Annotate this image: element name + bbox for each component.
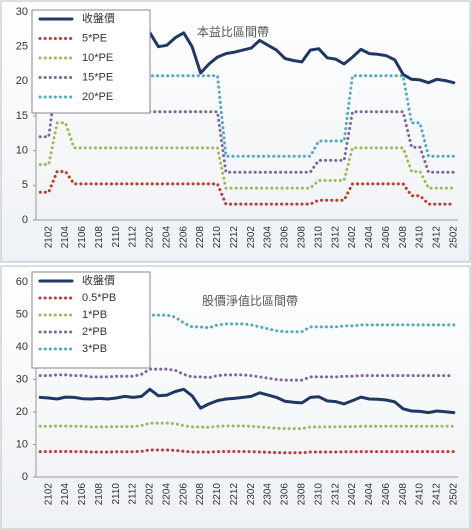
legend-label: 收盤價 xyxy=(82,11,115,25)
chart-title: 本益比區間帶 xyxy=(197,25,269,39)
x-tick-label: 2112 xyxy=(128,483,139,505)
legend-box xyxy=(31,9,151,114)
x-tick-label: 2202 xyxy=(145,483,156,506)
legend-label: 5*PE xyxy=(82,32,107,44)
x-tick-label: 2404 xyxy=(364,483,375,506)
x-tick-label: 2412 xyxy=(432,483,443,506)
x-tick-label: 2208 xyxy=(195,483,206,506)
legend-label: 10*PE xyxy=(82,52,113,64)
x-tick-label: 2106 xyxy=(77,483,88,506)
x-tick-label: 2306 xyxy=(280,226,291,249)
legend-label: 1*PB xyxy=(82,309,107,321)
legend-label: 20*PE xyxy=(82,91,113,103)
x-tick-label: 2204 xyxy=(161,226,172,249)
x-tick-label: 2212 xyxy=(229,483,240,506)
series-line xyxy=(38,313,456,334)
x-tick-label: 2208 xyxy=(195,226,206,249)
x-tick-label: 2210 xyxy=(212,226,223,249)
x-tick-label: 2102 xyxy=(43,226,54,249)
legend-label: 收盤價 xyxy=(82,273,115,287)
x-tick-label: 2304 xyxy=(263,226,274,249)
x-tick-label: 2306 xyxy=(280,483,291,506)
x-tick-label: 2108 xyxy=(94,483,105,506)
x-tick-label: 2110 xyxy=(111,226,122,248)
x-tick-label: 2502 xyxy=(448,226,459,249)
x-tick-label: 2106 xyxy=(77,226,88,249)
x-tick-label: 2304 xyxy=(263,483,274,506)
y-tick-label: 25 xyxy=(16,41,28,53)
x-tick-label: 2112 xyxy=(128,226,139,248)
y-tick-label: 0 xyxy=(22,214,28,226)
x-tick-label: 2312 xyxy=(330,483,341,506)
x-tick-label: 2310 xyxy=(313,483,324,506)
x-tick-label: 2408 xyxy=(398,226,409,249)
x-tick-label: 2204 xyxy=(161,483,172,506)
x-tick-label: 2402 xyxy=(347,226,358,249)
x-tick-label: 2308 xyxy=(297,226,308,249)
x-tick-label: 2402 xyxy=(347,483,358,506)
y-tick-label: 5 xyxy=(22,179,28,191)
x-tick-label: 2102 xyxy=(43,483,54,506)
chart-title: 股價淨值比區間帶 xyxy=(202,293,298,308)
x-tick-label: 2108 xyxy=(94,226,105,249)
y-tick-label: 0 xyxy=(22,471,28,483)
series-line xyxy=(38,367,456,382)
y-tick-label: 60 xyxy=(16,276,28,288)
y-tick-label: 15 xyxy=(16,110,28,122)
legend-box xyxy=(31,271,151,369)
x-tick-label: 2404 xyxy=(364,226,375,249)
y-tick-label: 20 xyxy=(16,406,28,418)
y-tick-label: 10 xyxy=(16,145,28,157)
x-tick-label: 2104 xyxy=(60,483,71,506)
series-line xyxy=(38,24,456,158)
legend-label: 2*PB xyxy=(82,326,107,338)
y-tick-label: 40 xyxy=(16,341,28,353)
series-line xyxy=(38,387,456,415)
legend-label: 15*PE xyxy=(82,71,113,83)
y-tick-label: 20 xyxy=(16,75,28,87)
legend-label: 3*PB xyxy=(82,343,107,355)
x-tick-label: 2412 xyxy=(432,226,443,249)
x-tick-label: 2302 xyxy=(246,226,257,249)
x-tick-label: 2206 xyxy=(178,483,189,506)
x-tick-label: 2310 xyxy=(313,226,324,249)
x-tick-label: 2312 xyxy=(330,226,341,249)
y-tick-label: 30 xyxy=(16,373,28,385)
y-tick-label: 30 xyxy=(16,6,28,18)
x-tick-label: 2308 xyxy=(297,483,308,506)
y-tick-label: 10 xyxy=(16,438,28,450)
x-tick-label: 2410 xyxy=(415,226,426,249)
x-tick-label: 2104 xyxy=(60,226,71,249)
x-tick-label: 2212 xyxy=(229,226,240,249)
series-line xyxy=(38,121,456,190)
x-tick-label: 2202 xyxy=(145,226,156,249)
x-tick-label: 2110 xyxy=(111,483,122,505)
x-tick-label: 2210 xyxy=(212,483,223,506)
x-tick-label: 2406 xyxy=(381,226,392,249)
x-tick-label: 2410 xyxy=(415,483,426,506)
x-tick-label: 2302 xyxy=(246,483,257,506)
series-line xyxy=(38,170,456,206)
x-tick-label: 2502 xyxy=(448,483,459,506)
x-tick-label: 2206 xyxy=(178,226,189,249)
y-tick-label: 50 xyxy=(16,308,28,320)
series-line xyxy=(38,421,456,431)
x-tick-label: 2408 xyxy=(398,483,409,506)
legend-label: 0.5*PB xyxy=(82,292,116,304)
x-tick-label: 2406 xyxy=(381,483,392,506)
